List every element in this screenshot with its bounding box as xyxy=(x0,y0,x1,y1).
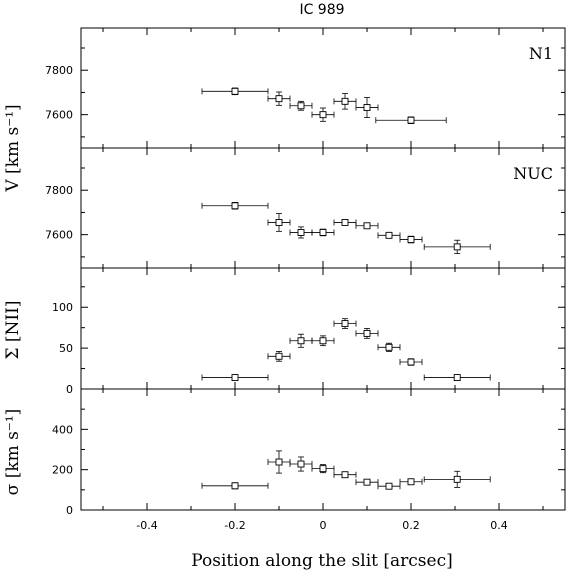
data-point-marker xyxy=(275,218,283,226)
panel-frame xyxy=(80,267,566,390)
data-point-marker xyxy=(407,236,415,244)
data-point-marker xyxy=(363,104,371,112)
y-tick-label: 100 xyxy=(52,301,73,314)
y-tick-label: 0 xyxy=(66,383,73,396)
data-point-marker xyxy=(385,343,393,351)
panel-frame xyxy=(80,388,566,511)
chart-title: IC 989 xyxy=(299,2,344,18)
y-tick-label: 0 xyxy=(66,504,73,517)
panel-label: NUC xyxy=(513,164,553,183)
panel-label: N1 xyxy=(529,44,553,63)
y-tick-label: 7800 xyxy=(45,184,73,197)
y-axis-label-sigma-flux: Σ [NII] xyxy=(3,301,23,360)
data-point-marker xyxy=(275,458,283,466)
data-point-marker xyxy=(231,202,239,210)
data-point-marker xyxy=(319,228,327,236)
y-tick-label: 50 xyxy=(59,342,73,355)
data-point-marker xyxy=(297,102,305,110)
panel-frame xyxy=(80,147,566,269)
data-point-marker xyxy=(231,374,239,382)
y-axis-label-velocity: V [km s⁻¹] xyxy=(3,104,23,192)
y-tick-label: 400 xyxy=(52,423,73,436)
data-point-marker xyxy=(407,116,415,124)
data-point-marker xyxy=(453,475,461,483)
data-point-marker xyxy=(297,228,305,236)
y-axis-label-dispersion: σ [km s⁻¹] xyxy=(3,409,23,496)
y-tick-label: 200 xyxy=(52,464,73,477)
data-point-marker xyxy=(363,329,371,337)
data-point-marker xyxy=(385,482,393,490)
data-point-marker xyxy=(453,374,461,382)
data-point-marker xyxy=(407,478,415,486)
y-tick-label: 7600 xyxy=(45,229,73,242)
data-point-marker xyxy=(319,465,327,473)
x-tick-label: -0.2 xyxy=(224,519,245,532)
data-point-marker xyxy=(341,97,349,105)
data-point-marker xyxy=(319,111,327,119)
data-point-marker xyxy=(319,337,327,345)
data-point-marker xyxy=(297,337,305,345)
y-tick-label: 7800 xyxy=(45,64,73,77)
data-point-marker xyxy=(231,87,239,95)
x-tick-label: 0.4 xyxy=(490,519,508,532)
x-axis-label: Position along the slit [arcsec] xyxy=(191,551,452,570)
x-tick-label: -0.4 xyxy=(136,519,157,532)
y-tick-label: 7600 xyxy=(45,109,73,122)
data-point-marker xyxy=(297,460,305,468)
data-point-marker xyxy=(231,482,239,490)
data-point-marker xyxy=(363,478,371,486)
data-point-marker xyxy=(453,243,461,251)
x-tick-label: 0 xyxy=(320,519,327,532)
data-point-marker xyxy=(275,95,283,103)
x-tick-label: 0.2 xyxy=(402,519,420,532)
data-point-marker xyxy=(341,320,349,328)
data-point-marker xyxy=(385,231,393,239)
panel-frame xyxy=(80,27,566,149)
data-point-marker xyxy=(341,471,349,479)
data-point-marker xyxy=(275,352,283,360)
data-point-marker xyxy=(407,358,415,366)
data-point-marker xyxy=(341,218,349,226)
panels-group: 7600 7800 N1 7600 7800 NUC 0 50 100 0 200 400 -0.4 -0… xyxy=(45,27,566,532)
data-point-marker xyxy=(363,222,371,230)
